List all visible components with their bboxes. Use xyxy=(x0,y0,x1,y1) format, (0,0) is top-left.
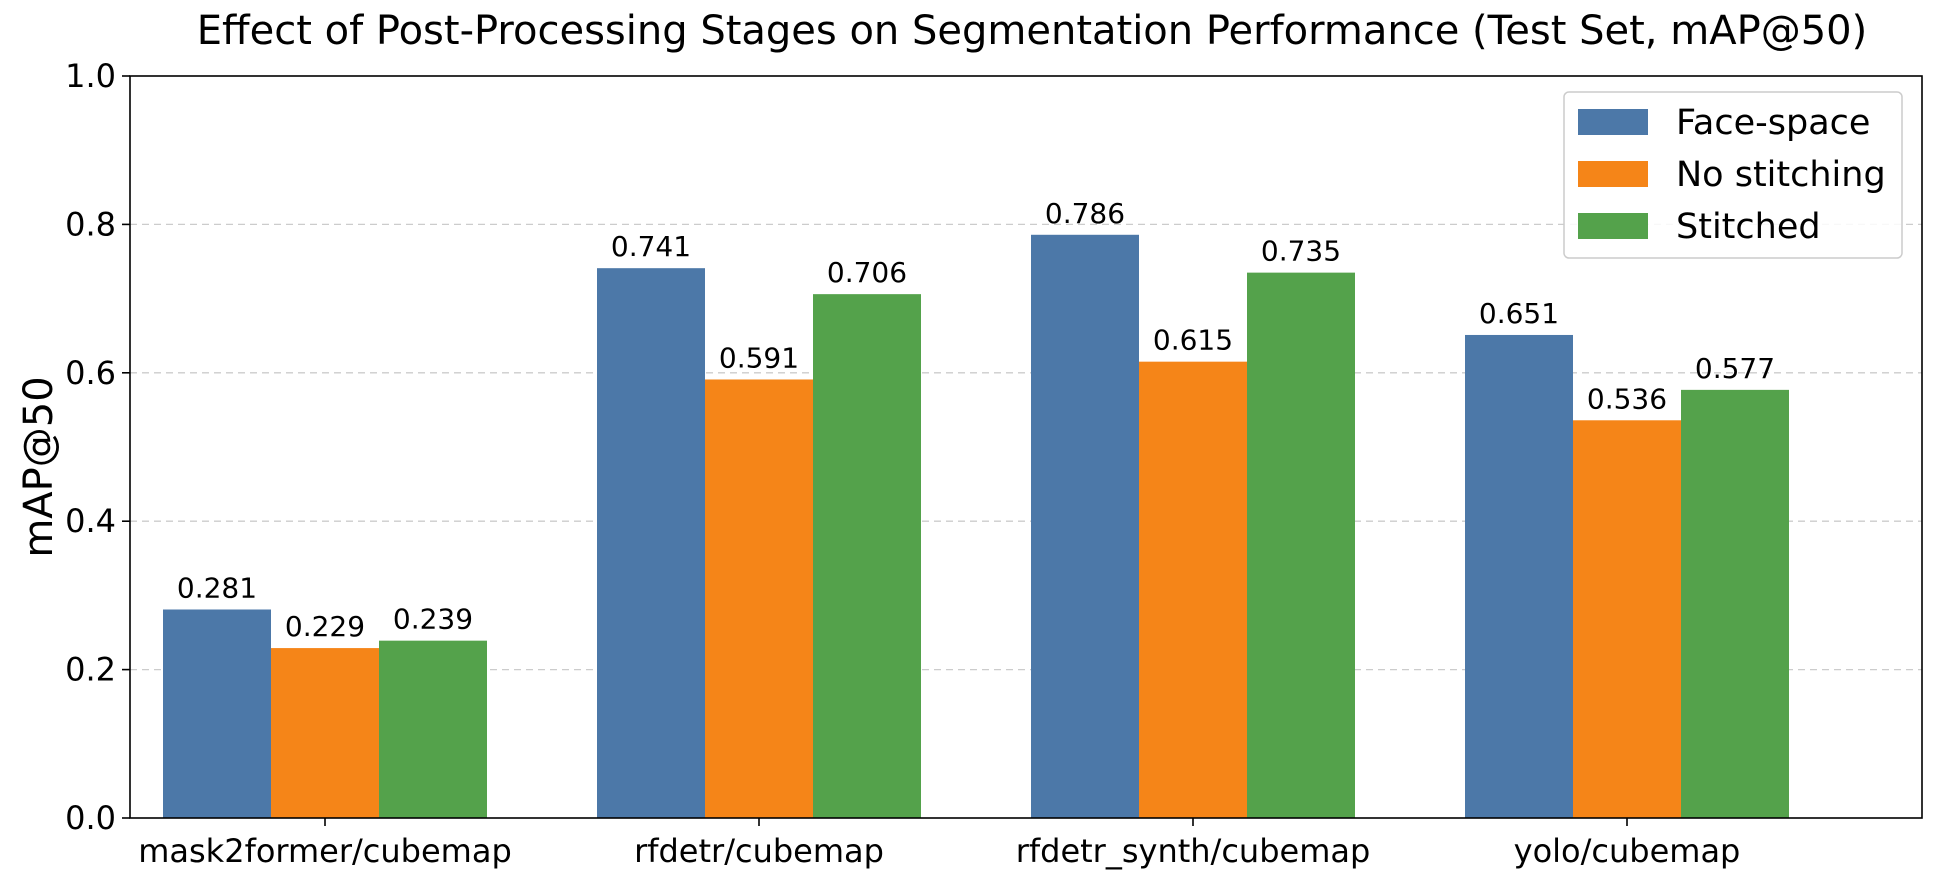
data-label: 0.735 xyxy=(1261,235,1341,268)
y-tick-label: 0.2 xyxy=(65,651,116,689)
bar xyxy=(705,379,813,818)
data-label: 0.615 xyxy=(1153,324,1233,357)
data-label: 0.591 xyxy=(719,341,799,374)
y-tick-label: 0.6 xyxy=(65,354,116,392)
legend-label: Face-space xyxy=(1676,103,1870,143)
legend-swatch xyxy=(1578,213,1648,239)
y-tick-label: 1.0 xyxy=(65,57,116,95)
bar xyxy=(1465,334,1573,818)
legend-label: No stitching xyxy=(1676,155,1886,195)
y-tick-label: 0.8 xyxy=(65,205,116,243)
axes: 0.0 0.2 0.4 0.6 0.8 1.0 mask2former/cubemap rfd… xyxy=(65,57,1923,870)
x-tick-label: rfdetr_synth/cubemap xyxy=(1016,832,1371,870)
data-label: 0.706 xyxy=(827,256,907,289)
data-label: 0.651 xyxy=(1479,297,1559,330)
x-tick-label: yolo/cubemap xyxy=(1514,832,1741,870)
legend-swatch xyxy=(1578,109,1648,135)
data-labels: 0.281 0.741 0.786 0.651 0.229 0.591 0.615 0.536… xyxy=(177,197,1775,643)
data-label: 0.741 xyxy=(611,230,691,263)
legend-box xyxy=(1563,91,1903,259)
data-label: 0.229 xyxy=(285,610,365,643)
x-tick-label: mask2former/cubemap xyxy=(138,832,512,870)
data-label: 0.536 xyxy=(1587,382,1667,415)
bar xyxy=(1031,234,1139,819)
data-label: 0.239 xyxy=(393,603,473,636)
legend: Face-space No stitching Stitched xyxy=(1563,91,1903,259)
y-tick-label: 0.4 xyxy=(65,502,116,540)
bar xyxy=(379,640,487,818)
bar xyxy=(163,609,271,818)
data-label: 0.786 xyxy=(1045,197,1125,230)
plot-frame xyxy=(129,75,1923,819)
data-label: 0.577 xyxy=(1695,352,1775,385)
bar xyxy=(1139,361,1247,818)
bar xyxy=(1247,272,1355,818)
bar xyxy=(1681,389,1789,818)
y-axis-label: mAP@50 xyxy=(16,376,62,557)
legend-label: Stitched xyxy=(1676,207,1821,247)
y-tick-label: 0.0 xyxy=(65,799,116,837)
legend-swatch xyxy=(1578,161,1648,187)
bar xyxy=(597,268,705,819)
data-label: 0.281 xyxy=(177,571,257,604)
bar xyxy=(1573,420,1681,818)
bars xyxy=(163,234,1789,819)
bar xyxy=(271,648,379,818)
chart-title: Effect of Post-Processing Stages on Segm… xyxy=(197,8,1867,54)
x-tick-label: rfdetr/cubemap xyxy=(634,832,884,870)
bar xyxy=(813,294,921,818)
